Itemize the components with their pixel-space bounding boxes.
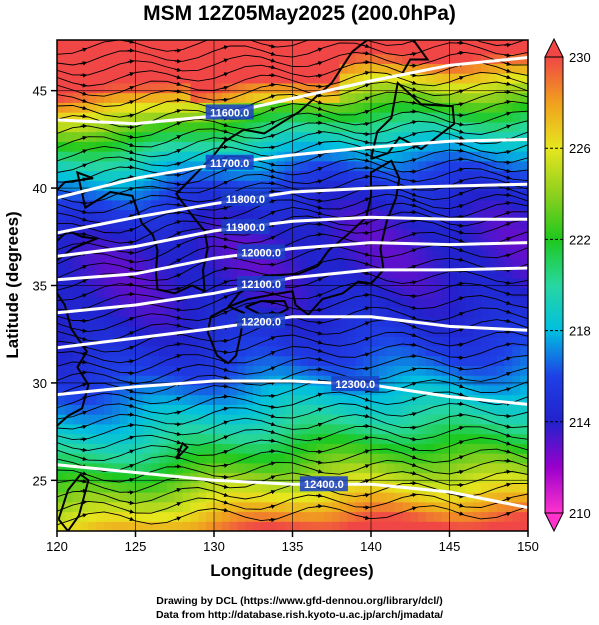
x-tick-label: 135 <box>282 539 304 554</box>
contour-label: 11700.0 <box>210 158 249 170</box>
colorbar: 210 214 218 222 226 230 <box>544 37 591 533</box>
x-tick-label: 140 <box>360 539 382 554</box>
colorbar-tick-label: 218 <box>569 324 591 339</box>
contour-line <box>57 463 528 510</box>
contour-label-bg <box>221 190 270 206</box>
x-axis-label: Longitude (degrees) <box>210 561 373 580</box>
x-tick-label: 145 <box>439 539 461 554</box>
contour-line <box>57 379 528 406</box>
colorbar-max-arrow <box>544 37 564 58</box>
contour-label-bg <box>205 104 254 120</box>
contour-label-bg <box>331 376 380 392</box>
footer-credit-dcl: Drawing by DCL (https://www.gfd-dennou.o… <box>156 595 443 607</box>
contour-label: 12200.0 <box>241 316 281 328</box>
x-axis-ticks: 120 125 130 135 140 145 150 <box>46 531 539 554</box>
y-tick-label: 40 <box>33 181 47 196</box>
chart-svg: 11600.0 11700.0 11800.0 11900.0 12000.0 12100… <box>3 37 591 580</box>
y-tick-label: 25 <box>33 473 47 488</box>
contour-line <box>57 241 528 282</box>
contour-line <box>57 266 528 315</box>
contour-label-bg <box>299 476 348 492</box>
y-tick-label: 45 <box>33 84 47 99</box>
contour-label-bg <box>205 154 254 170</box>
contour-line <box>57 315 528 350</box>
contour-label-bg <box>221 219 270 235</box>
chart-title: MSM 12Z05May2025 (200.0hPa) <box>143 2 456 25</box>
contour-label: 11800.0 <box>226 194 265 206</box>
x-tick-label: 150 <box>517 539 539 554</box>
contour-label: 11600.0 <box>210 107 249 119</box>
colorbar-tick-label: 222 <box>569 232 591 247</box>
footer-credit-data: Data from http://database.rish.kyoto-u.a… <box>155 609 444 621</box>
colorbar-tick-label: 214 <box>569 415 591 430</box>
contour-label-bg <box>237 275 286 291</box>
x-tick-label: 120 <box>46 539 68 554</box>
wind-streamlines <box>57 40 528 526</box>
contour-label-bg <box>237 244 286 260</box>
contour-label: 12100.0 <box>241 279 281 291</box>
colorbar-min-arrow <box>544 512 564 533</box>
contour-line <box>57 215 528 258</box>
contour-label: 12300.0 <box>335 379 375 391</box>
y-axis-ticks: 25 30 35 40 45 <box>33 84 57 488</box>
contour-line <box>57 56 528 126</box>
y-axis-label: Latitude (degrees) <box>3 211 22 358</box>
colorbar-gradient <box>544 56 564 514</box>
colorbar-tick-label: 210 <box>569 506 591 521</box>
contour-line <box>57 137 528 200</box>
y-tick-label: 35 <box>33 279 47 294</box>
colorbar-tick-label: 230 <box>569 50 591 65</box>
colorbar-tick-label: 226 <box>569 141 591 156</box>
contour-label-bg <box>237 313 286 329</box>
contour-label: 12400.0 <box>304 479 344 491</box>
contour-label: 12000.0 <box>241 247 281 259</box>
y-tick-label: 30 <box>33 376 47 391</box>
x-tick-label: 130 <box>203 539 225 554</box>
x-tick-label: 125 <box>125 539 147 554</box>
contour-line <box>57 182 528 235</box>
contour-label: 11900.0 <box>226 222 265 234</box>
height-contours: 11600.0 11700.0 11800.0 11900.0 12000.0 12100… <box>57 56 528 510</box>
